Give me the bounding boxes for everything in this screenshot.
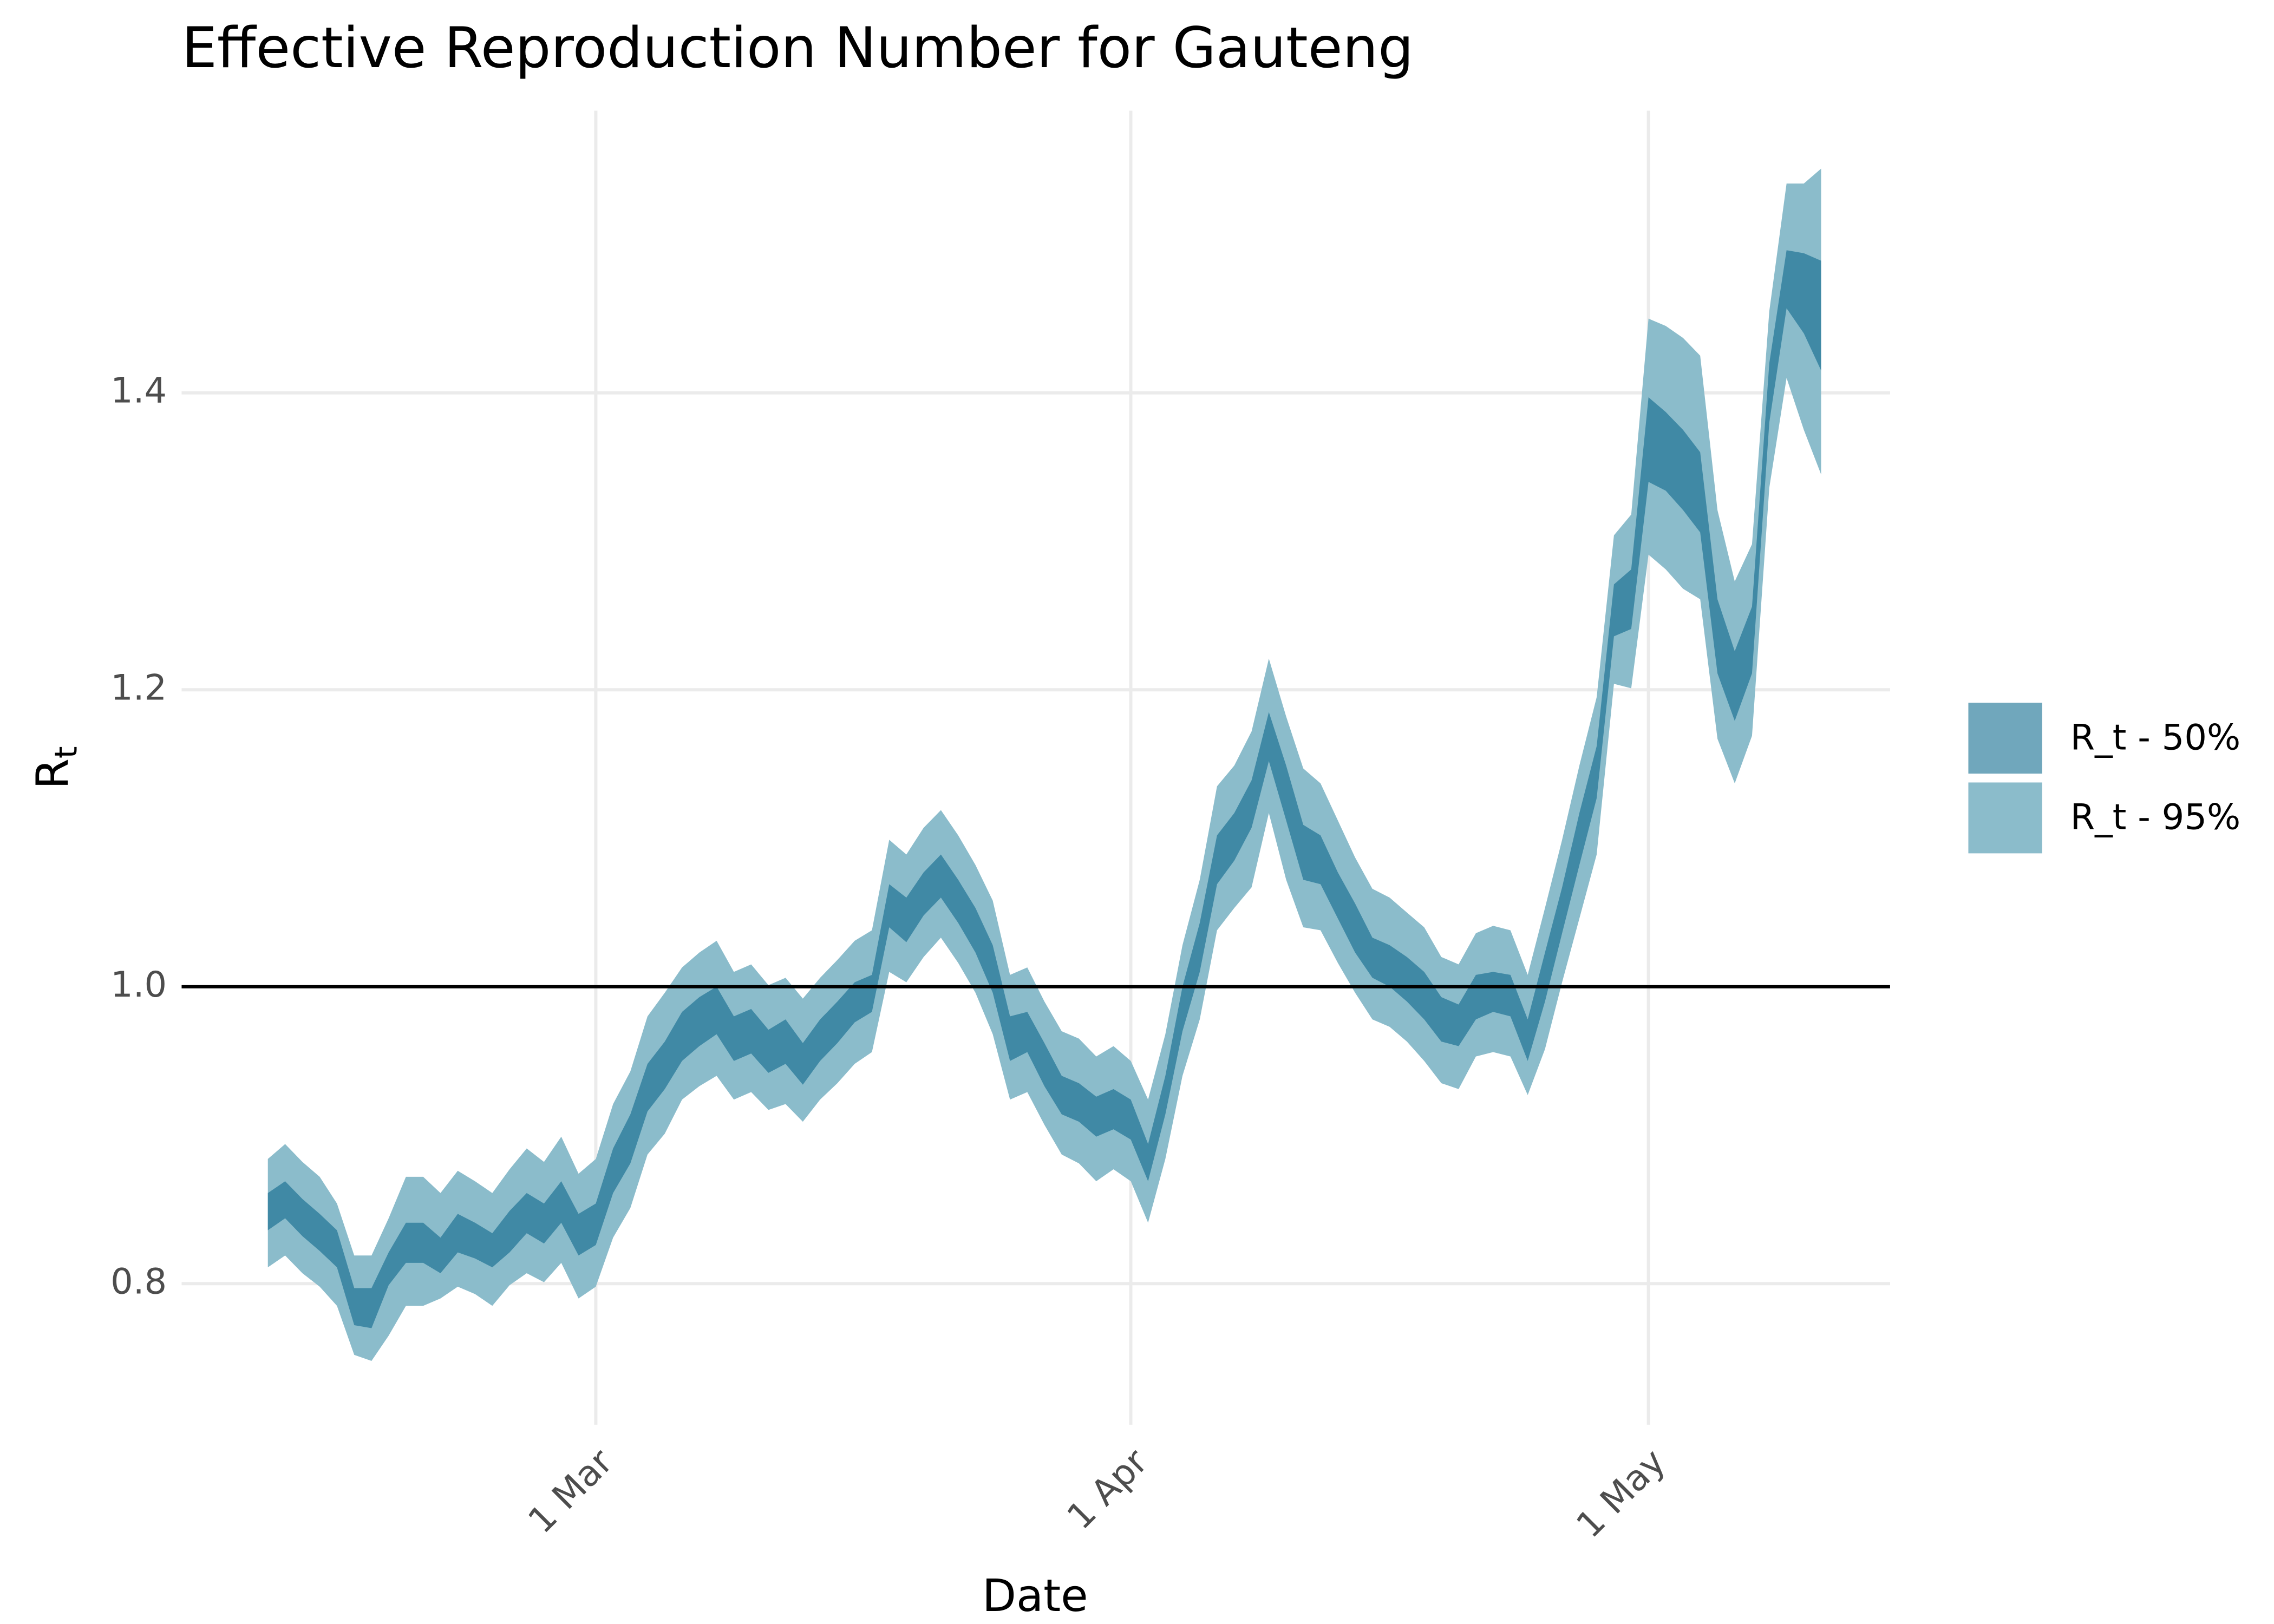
y-tick-label: 1.4 [110,370,167,411]
legend-label: R_t - 95% [2070,797,2241,838]
y-tick-label: 1.2 [110,667,167,708]
y-axis-title-sub: t [48,746,84,758]
y-axis-title: Rt [28,746,84,789]
chart-title: Effective Reproduction Number for Gauten… [181,16,1413,81]
y-tick-label: 0.8 [110,1261,167,1302]
y-tick-label: 1.0 [110,964,167,1005]
y-axis-title-main: R [28,758,79,789]
legend-label: R_t - 50% [2070,717,2241,758]
x-axis-title: Date [982,1570,1088,1622]
legend-swatch [1968,703,2042,774]
band [267,250,1821,1328]
legend-swatch [1968,782,2042,854]
